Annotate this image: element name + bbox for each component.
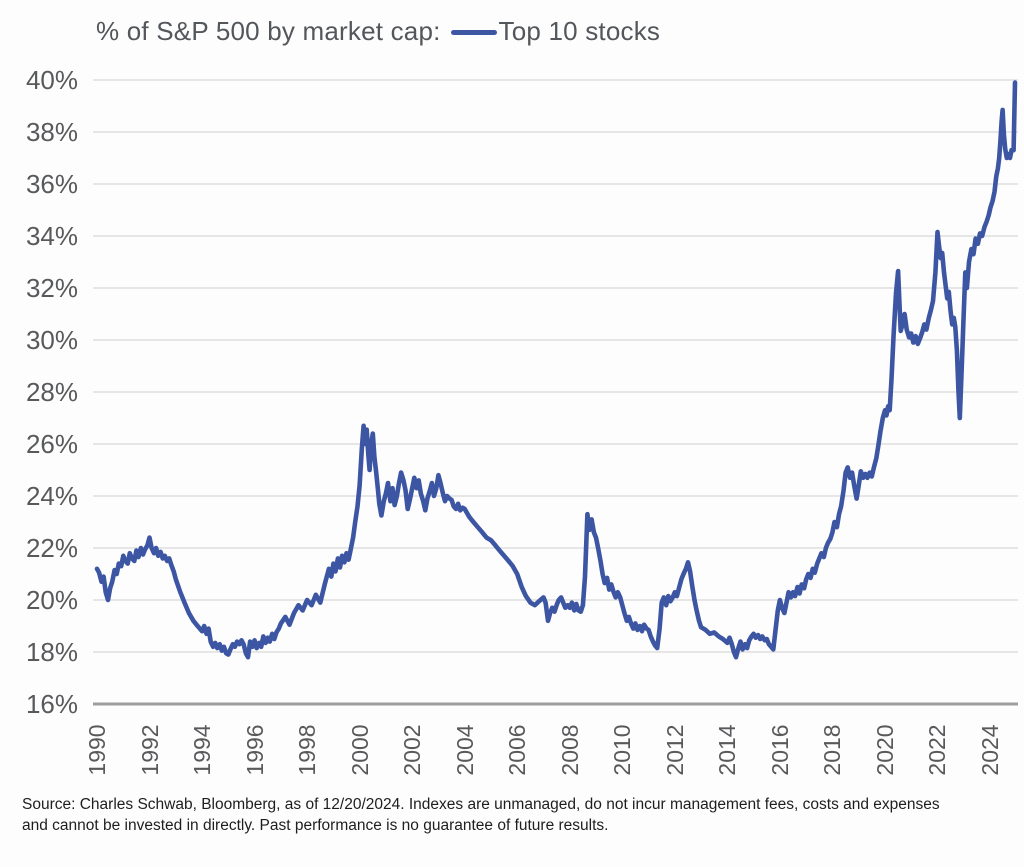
x-axis-label: 2002: [399, 724, 426, 776]
y-axis-label: 18%: [25, 637, 78, 667]
x-axis-label: 2004: [451, 724, 478, 776]
x-axis-label: 2016: [766, 724, 793, 776]
y-axis-label: 36%: [25, 169, 78, 199]
x-axis-label: 2012: [661, 724, 688, 776]
y-axis-label: 38%: [25, 117, 78, 147]
y-axis-label: 24%: [25, 481, 78, 511]
top10-share-line: [94, 80, 1018, 660]
x-axis-label: 2000: [346, 724, 373, 776]
y-axis-label: 22%: [25, 533, 78, 563]
x-axis-label: 2024: [977, 724, 1003, 776]
y-axis-label: 28%: [25, 377, 78, 407]
y-axis-label: 26%: [25, 429, 78, 459]
chart-title: % of S&P 500 by market cap:: [96, 16, 441, 46]
x-axis-label: 1994: [189, 724, 216, 776]
source-note: Source: Charles Schwab, Bloomberg, as of…: [22, 794, 1022, 836]
x-axis-label: 1996: [241, 724, 268, 776]
y-axis-label: 30%: [25, 325, 78, 355]
legend-label: Top 10 stocks: [498, 16, 661, 46]
x-axis-label: 2022: [924, 724, 951, 776]
legend-line-swatch: [450, 30, 497, 35]
y-axis-label: 16%: [25, 689, 78, 719]
source-note-line1: Source: Charles Schwab, Bloomberg, as of…: [22, 796, 940, 813]
x-axis-label: 2010: [609, 724, 636, 776]
x-axis-label: 2018: [819, 724, 846, 776]
chart-header: % of S&P 500 by market cap: Top 10 stock…: [96, 16, 660, 47]
x-axis-label: 2008: [556, 724, 583, 776]
x-axis-label: 1992: [136, 724, 163, 776]
x-axis-label: 1990: [84, 724, 110, 776]
y-axis-label: 32%: [25, 273, 78, 303]
y-axis-label: 20%: [25, 585, 78, 615]
y-axis-label: 40%: [25, 65, 78, 95]
x-axis-label: 2020: [871, 724, 898, 776]
y-axis-label: 34%: [25, 221, 78, 251]
x-axis-label: 1998: [294, 724, 321, 776]
x-axis-label: 2014: [714, 724, 741, 776]
source-note-line2: and cannot be invested in directly. Past…: [22, 817, 609, 834]
x-axis-label: 2006: [504, 724, 531, 776]
